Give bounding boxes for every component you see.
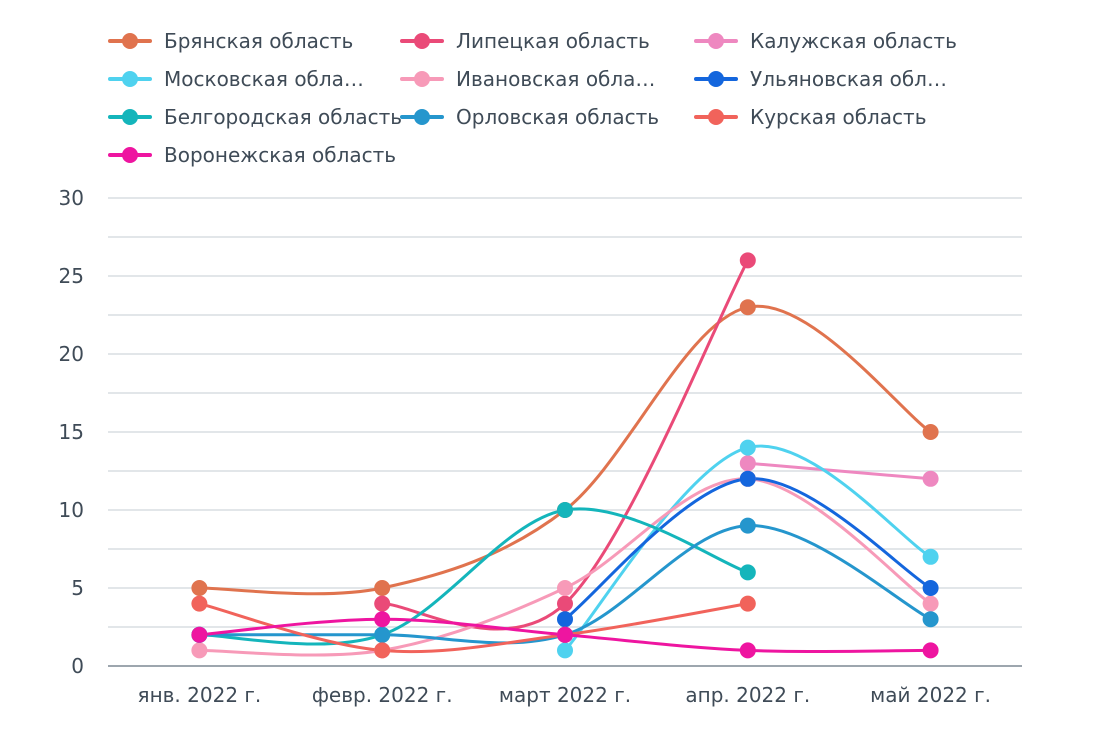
legend-label: Калужская область [750,29,957,53]
series-line-2 [746,461,933,481]
series-point-3 [557,642,573,659]
series-point-3 [922,548,939,565]
series-point-9 [922,642,939,659]
series-point-7 [739,517,756,534]
series-point-7 [922,611,939,628]
legend-swatch [400,107,444,127]
series-point-4 [922,595,939,612]
x-tick-label: апр. 2022 г. [685,683,810,707]
series-point-9 [191,626,208,643]
legend-swatch [108,107,152,127]
series-point-6 [557,502,573,518]
legend-item[interactable]: Воронежская область [108,138,396,172]
grid-lines [108,197,1022,628]
legend-row: Белгородская область Орловская область Кур… [108,100,1068,138]
legend-item[interactable]: Орловская область [400,100,659,134]
series-point-9 [557,626,573,643]
y-tick-label: 10 [59,498,84,522]
legend-row: Воронежская область [108,138,1068,176]
series-point-9 [739,642,756,659]
y-tick-label: 5 [71,576,84,600]
legend-item[interactable]: Ивановская обла… [400,62,655,96]
legend-label: Брянская область [164,29,354,53]
series-point-2 [739,455,756,472]
series-line-0 [197,304,933,596]
series-line-6 [197,507,750,646]
legend-label: Курская область [750,105,927,129]
legend-item[interactable]: Брянская область [108,24,353,58]
legend-label: Липецкая область [456,29,650,53]
x-tick-label: янв. 2022 г. [138,683,262,707]
series-line-1 [380,258,750,631]
legend-label: Воронежская область [164,143,397,167]
y-tick-label: 25 [59,264,84,288]
x-axis-labels: янв. 2022 г. февр. 2022 г. март 2022 г. апр… [138,683,991,707]
series-point-1 [557,595,573,612]
y-tick-label: 30 [59,186,84,210]
series-point-4 [557,580,573,596]
legend-swatch [108,145,152,165]
series-point-4 [191,642,208,659]
series-point-0 [739,299,756,316]
legend-swatch [400,31,444,51]
legend-row: Московская обла… Ивановская обла… Ульяновс… [108,62,1068,100]
series-point-1 [739,252,756,269]
legend-swatch [694,107,738,127]
legend-item[interactable]: Ульяновская обл… [694,62,947,96]
x-tick-label: март 2022 г. [499,683,631,707]
legend-swatch [108,31,152,51]
series-point-7 [374,626,391,643]
y-axis-labels: 0 5 10 15 20 25 30 [59,186,84,678]
series-point-8 [191,595,208,612]
series-point-8 [739,595,756,612]
series-point-2 [922,470,939,487]
y-tick-label: 0 [71,654,84,678]
legend-item[interactable]: Московская обла… [108,62,364,96]
series-point-5 [557,611,573,628]
legend-swatch [694,69,738,89]
series-point-1 [374,595,391,612]
series-points [191,252,939,659]
legend-label: Ульяновская обл… [750,67,947,91]
series-point-5 [739,470,756,487]
legend-swatch [108,69,152,89]
series-point-8 [374,642,391,659]
series-line-4 [197,477,933,657]
legend-item[interactable]: Белгородская область [108,100,402,134]
legend-item[interactable]: Курская область [694,100,927,134]
legend-item[interactable]: Липецкая область [400,24,650,58]
legend-label: Белгородская область [164,105,403,129]
legend-swatch [400,69,444,89]
series-point-5 [922,580,939,596]
x-tick-label: февр. 2022 г. [312,683,453,707]
legend-label: Московская обла… [164,67,364,91]
series-point-9 [374,611,391,628]
series-point-0 [191,580,208,596]
series-point-3 [739,439,756,456]
legend-label: Ивановская обла… [456,67,656,91]
series-point-6 [739,564,756,581]
series-point-0 [374,580,391,596]
y-tick-label: 15 [59,420,84,444]
series-point-0 [922,424,939,440]
legend: Брянская область Липецкая область Калужска… [108,24,1068,176]
x-tick-label: май 2022 г. [870,683,991,707]
legend-swatch [694,31,738,51]
series-line-8 [197,602,750,654]
legend-item[interactable]: Калужская область [694,24,957,58]
legend-label: Орловская область [456,105,660,129]
y-tick-label: 20 [59,342,84,366]
legend-row: Брянская область Липецкая область Калужска… [108,24,1068,62]
